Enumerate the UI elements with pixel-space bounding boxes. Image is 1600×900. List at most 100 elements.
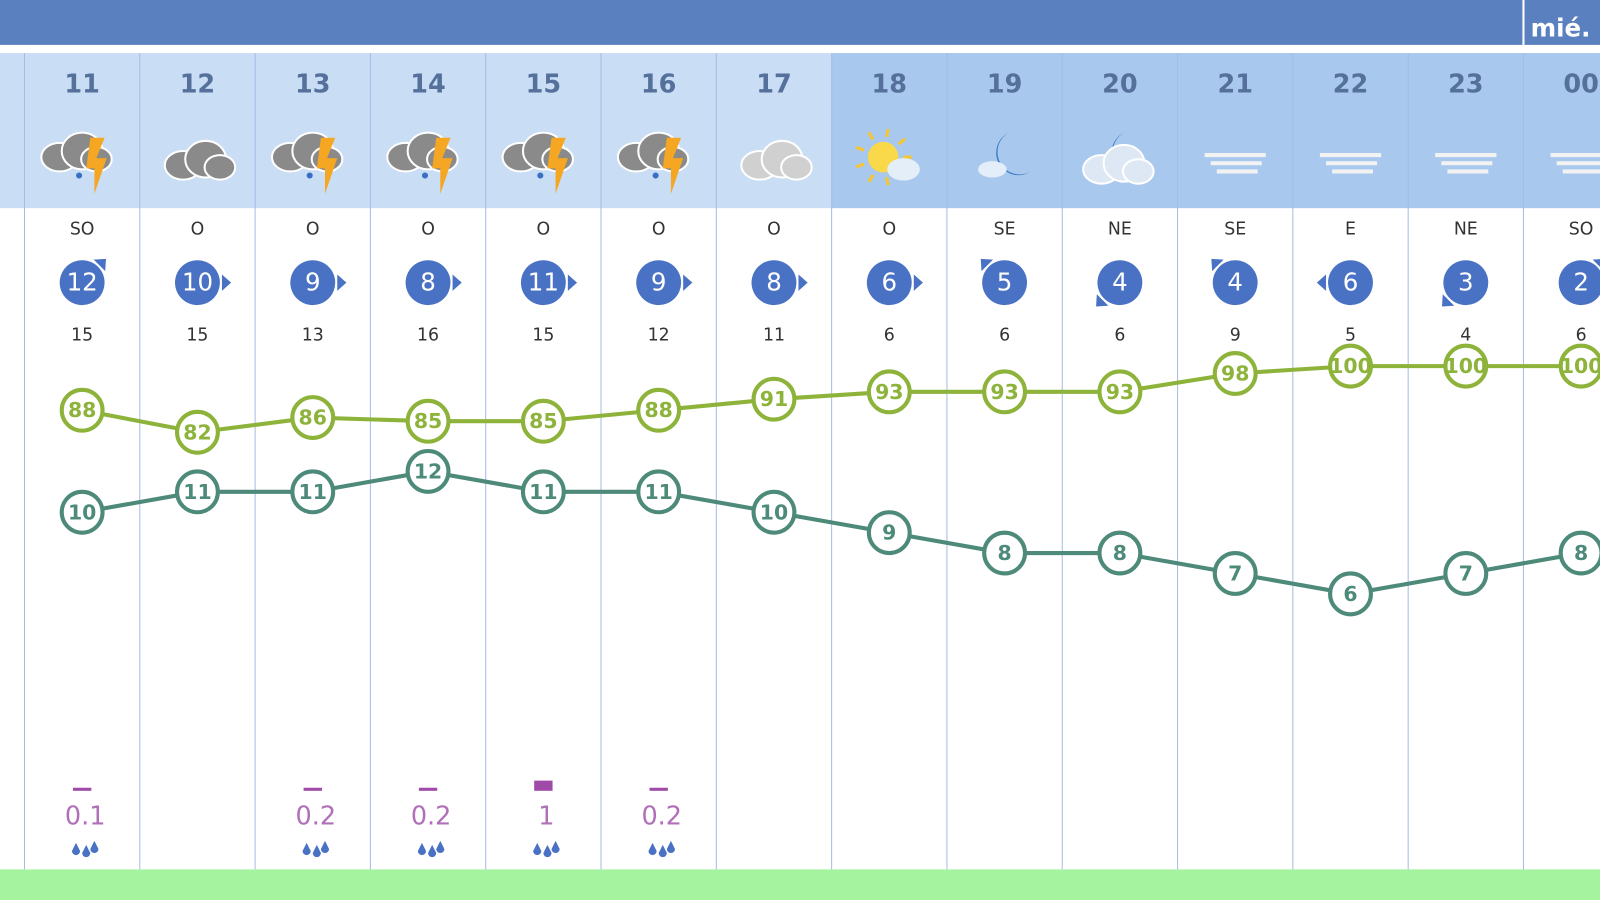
wind-speed: 8 — [420, 268, 436, 297]
cloud-part — [978, 161, 1007, 178]
temperature-point — [1558, 530, 1600, 576]
weather-icon — [1550, 153, 1600, 174]
humidity-point — [751, 376, 797, 422]
wind-circle — [290, 260, 336, 306]
temperature-point — [1328, 571, 1373, 617]
wind-arrow — [798, 274, 808, 291]
precip-value: 0.2 — [641, 801, 682, 831]
gust: 6 — [1576, 326, 1587, 346]
gust: 6 — [884, 326, 895, 346]
temperature-point — [866, 510, 912, 556]
hour-label: 21 — [1217, 70, 1253, 100]
top-bar — [0, 0, 1600, 45]
wind-arrow — [1442, 294, 1455, 307]
humidity-point — [982, 369, 1028, 415]
humidity-point — [1443, 343, 1489, 389]
wind-speed: 12 — [67, 268, 98, 297]
rain-drop — [648, 842, 657, 856]
rain-drop — [417, 842, 427, 856]
wind-speed: 11 — [528, 268, 559, 297]
partial-column — [0, 53, 25, 209]
temperature-point — [1212, 551, 1258, 596]
wind-circle — [982, 260, 1028, 306]
sun-ray — [867, 174, 875, 183]
temperature-point — [290, 469, 336, 515]
wind-arrow — [452, 274, 462, 291]
hour-label: 22 — [1333, 70, 1369, 100]
weather-icon — [978, 132, 1032, 178]
wind-arrow — [913, 274, 923, 291]
drop — [652, 172, 659, 179]
wind-speed: 6 — [881, 268, 897, 297]
hour-label: 23 — [1448, 70, 1484, 100]
temperature-label: 12 — [414, 459, 442, 483]
hour-header — [139, 53, 256, 209]
hour-header — [24, 53, 140, 209]
wind-speed: 4 — [1112, 268, 1128, 297]
hour-header — [716, 53, 832, 209]
temperature-point — [59, 489, 105, 535]
wind-circle — [636, 260, 682, 306]
wind-arrow — [1592, 258, 1600, 272]
temperature-point — [1097, 530, 1143, 576]
weather-icon — [1204, 153, 1266, 174]
wind-speed: 6 — [1343, 268, 1359, 297]
rain-drop — [436, 840, 445, 854]
wind-circle — [1558, 260, 1600, 306]
hour-header — [946, 53, 1063, 209]
humidity-label: 98 — [1221, 361, 1249, 385]
wind-direction: O — [882, 220, 896, 240]
temperature-label: 11 — [529, 480, 557, 504]
wind-arrow — [1316, 274, 1327, 291]
cloud-part — [1121, 158, 1155, 185]
precip-value: 0.2 — [411, 801, 452, 831]
drop — [76, 172, 83, 179]
cloud-part — [203, 154, 237, 181]
sun-ray — [897, 137, 907, 146]
temperature-label: 8 — [997, 541, 1011, 565]
weather-icon — [40, 131, 113, 194]
humidity-point — [59, 387, 105, 433]
wind-speed: 4 — [1227, 268, 1243, 297]
wind-circle — [59, 260, 105, 306]
wind-arrow — [683, 274, 693, 291]
gust: 15 — [532, 326, 554, 346]
rain-drop — [302, 842, 311, 856]
humidity-label: 82 — [183, 420, 211, 444]
rain-drop — [320, 840, 330, 854]
hour-label: 20 — [1102, 70, 1138, 100]
temperature-point — [405, 448, 451, 494]
humidity-label: 93 — [1106, 380, 1134, 404]
humidity-label: 88 — [644, 398, 672, 422]
precip-bar — [303, 787, 322, 791]
wind-arrow — [567, 274, 578, 291]
hour-label: 11 — [64, 70, 100, 100]
gust: 5 — [1345, 326, 1356, 346]
rain-drop — [82, 844, 91, 858]
sun-ray — [885, 176, 890, 186]
humidity-point — [405, 398, 451, 444]
humidity-point — [1558, 343, 1600, 389]
wind-direction: O — [191, 220, 205, 240]
hour-header — [1177, 53, 1293, 209]
gust: 13 — [302, 326, 324, 346]
wind-speed: 3 — [1458, 268, 1474, 297]
wind-direction: SO — [1569, 220, 1594, 240]
gust: 12 — [648, 326, 670, 346]
wind-arrow — [980, 258, 994, 272]
temperature-label: 11 — [644, 480, 672, 504]
wind-direction: SO — [70, 220, 95, 240]
humidity-label: 93 — [875, 380, 903, 404]
day-label: mié. — [1531, 14, 1591, 43]
precip-bar — [72, 787, 92, 791]
temperature-label: 10 — [68, 500, 96, 524]
gust: 15 — [186, 326, 208, 346]
weather-icon — [386, 131, 459, 194]
temperature-point — [636, 469, 682, 515]
humidity-point — [290, 395, 336, 441]
humidity-point — [636, 387, 682, 433]
bottom-bar — [0, 869, 1600, 900]
wind-direction: E — [1345, 220, 1356, 240]
wind-arrow — [221, 274, 232, 291]
